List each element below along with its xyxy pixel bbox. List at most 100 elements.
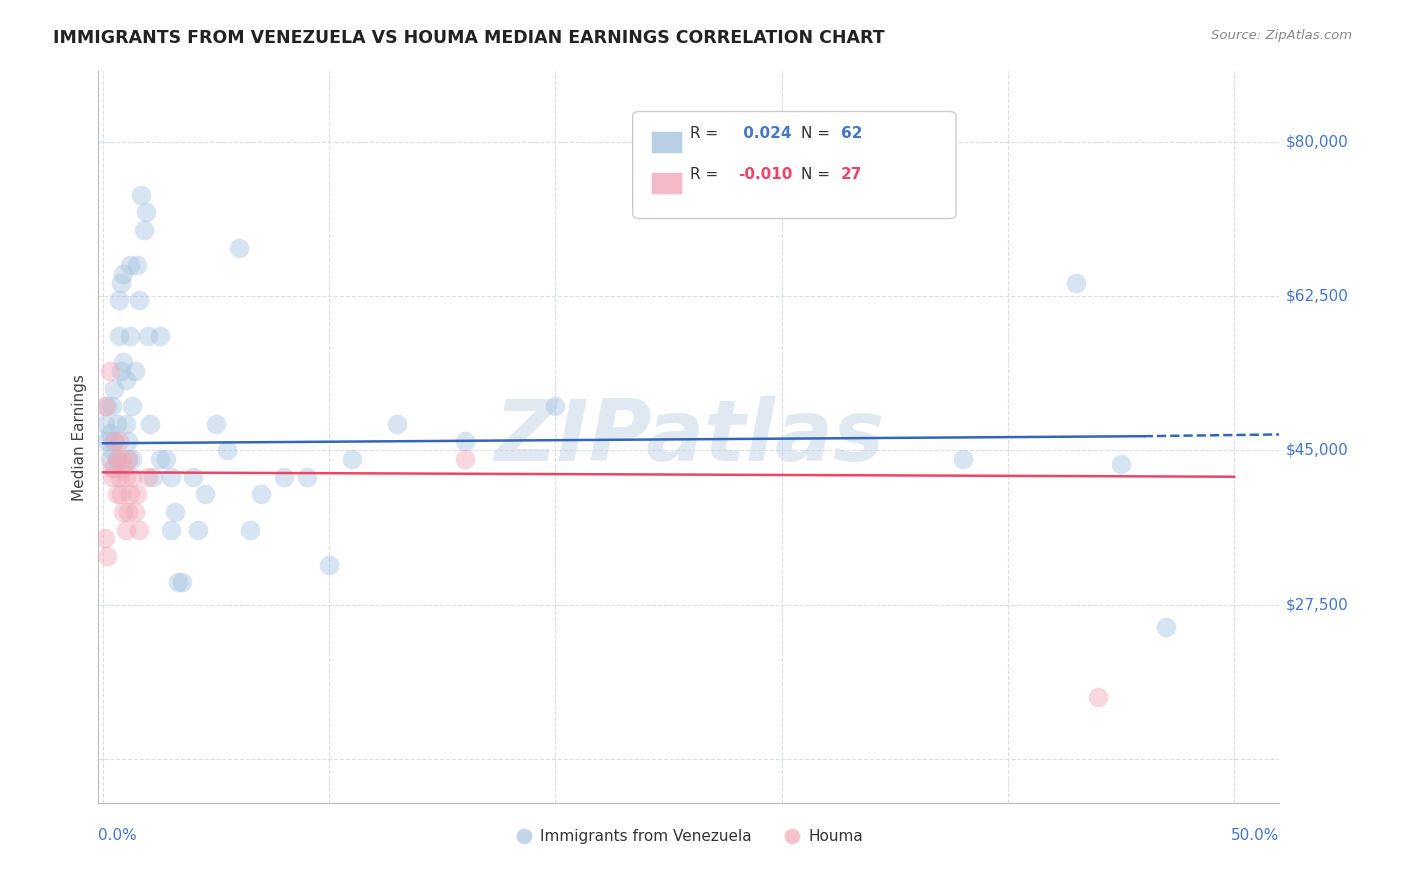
Point	[107, 328, 129, 343]
Point	[318, 558, 340, 572]
Point	[187, 523, 209, 537]
Text: R =: R =	[690, 127, 724, 141]
Point	[107, 293, 129, 308]
Point	[165, 505, 187, 519]
Point	[136, 469, 159, 483]
Point	[101, 443, 124, 458]
Point	[124, 364, 146, 378]
Point	[105, 487, 128, 501]
Point	[112, 267, 135, 281]
Point	[121, 399, 143, 413]
Text: $62,500: $62,500	[1285, 289, 1348, 303]
Point	[135, 205, 157, 219]
Text: 50.0%: 50.0%	[1232, 829, 1279, 844]
Point	[155, 452, 177, 467]
Point	[98, 452, 121, 467]
Point	[120, 487, 142, 501]
Point	[114, 523, 136, 537]
Text: 0.024: 0.024	[738, 127, 792, 141]
Text: IMMIGRANTS FROM VENEZUELA VS HOUMA MEDIAN EARNINGS CORRELATION CHART: IMMIGRANTS FROM VENEZUELA VS HOUMA MEDIA…	[53, 29, 884, 47]
Point	[132, 223, 155, 237]
Point	[112, 461, 135, 475]
Point	[148, 328, 170, 343]
Point	[952, 452, 974, 467]
Point	[148, 452, 170, 467]
Point	[120, 258, 142, 272]
Point	[121, 452, 143, 467]
Text: $27,500: $27,500	[1285, 597, 1348, 612]
Point	[114, 373, 136, 387]
Point	[105, 452, 128, 467]
Point	[112, 355, 135, 369]
Point	[114, 469, 136, 483]
Point	[183, 469, 205, 483]
Point	[110, 452, 132, 467]
Point	[96, 399, 118, 413]
Point	[194, 487, 217, 501]
Point	[273, 469, 295, 483]
Text: 0.0%: 0.0%	[98, 829, 138, 844]
Point	[110, 276, 132, 290]
Point	[205, 417, 228, 431]
Point	[103, 461, 125, 475]
Point	[98, 425, 121, 440]
Point	[128, 293, 150, 308]
Point	[110, 364, 132, 378]
Text: $80,000: $80,000	[1285, 135, 1348, 149]
Point	[1109, 457, 1132, 471]
Point	[136, 328, 159, 343]
Point	[239, 523, 262, 537]
Point	[172, 575, 194, 590]
Point	[96, 549, 118, 563]
Point	[107, 469, 129, 483]
Point	[1064, 276, 1087, 290]
Point	[1087, 690, 1109, 704]
Point	[125, 258, 148, 272]
Point	[340, 452, 363, 467]
Point	[250, 487, 273, 501]
Point	[94, 417, 117, 431]
Point	[139, 417, 162, 431]
Point	[228, 241, 250, 255]
Point	[121, 469, 143, 483]
Point	[96, 434, 118, 449]
Text: $45,000: $45,000	[1285, 442, 1348, 458]
Text: N =: N =	[801, 168, 835, 182]
Point	[103, 434, 125, 449]
Point	[142, 469, 165, 483]
Text: -0.010: -0.010	[738, 168, 793, 182]
Text: N =: N =	[801, 127, 835, 141]
Point	[94, 399, 117, 413]
Point	[94, 532, 117, 546]
Y-axis label: Median Earnings: Median Earnings	[72, 374, 87, 500]
Point	[103, 434, 125, 449]
Legend: Immigrants from Venezuela, Houma: Immigrants from Venezuela, Houma	[509, 822, 869, 850]
Point	[117, 452, 139, 467]
Point	[117, 434, 139, 449]
Point	[454, 434, 477, 449]
Point	[385, 417, 408, 431]
Point	[159, 469, 181, 483]
Point	[544, 399, 567, 413]
Point	[131, 187, 153, 202]
Point	[107, 434, 129, 449]
Text: R =: R =	[690, 168, 724, 182]
Text: ZIPatlas: ZIPatlas	[494, 395, 884, 479]
Point	[166, 575, 188, 590]
Point	[117, 505, 139, 519]
Point	[110, 487, 132, 501]
Point	[105, 417, 128, 431]
Point	[98, 364, 121, 378]
Point	[101, 461, 124, 475]
Point	[125, 487, 148, 501]
Text: 62: 62	[841, 127, 862, 141]
Point	[117, 452, 139, 467]
Point	[101, 469, 124, 483]
Point	[112, 505, 135, 519]
Point	[454, 452, 477, 467]
Point	[114, 417, 136, 431]
Point	[217, 443, 239, 458]
Text: Source: ZipAtlas.com: Source: ZipAtlas.com	[1212, 29, 1353, 43]
Point	[120, 328, 142, 343]
Point	[1156, 619, 1178, 633]
